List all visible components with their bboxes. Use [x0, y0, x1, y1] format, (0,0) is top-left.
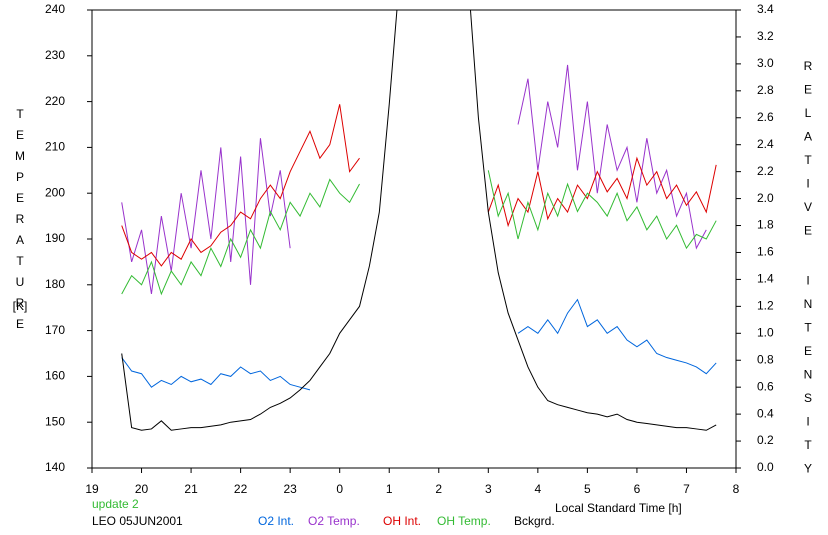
legend-entry: OH Int.: [383, 514, 421, 528]
y-tick-label: 140: [45, 460, 65, 474]
y-tick-label: 200: [45, 185, 65, 199]
y-tick-label: 220: [45, 94, 65, 108]
y2-tick-label: 3.0: [757, 56, 774, 70]
legend-entry: OH Temp.: [437, 514, 491, 528]
x-tick-label: 20: [135, 482, 149, 496]
x-tick-label: 7: [683, 482, 690, 496]
note: update 2: [92, 497, 139, 511]
x-tick-label: 6: [634, 482, 641, 496]
y2-tick-label: 0.8: [757, 352, 774, 366]
y2-tick-label: 0.2: [757, 433, 774, 447]
y-tick-label: 210: [45, 140, 65, 154]
x-tick-label: 22: [234, 482, 248, 496]
series-line: [121, 178, 360, 296]
y2-tick-label: 1.8: [757, 218, 774, 232]
y2-tick-label: 0.4: [757, 406, 774, 420]
plot-frame: [91, 9, 737, 469]
y2-tick-label: 2.6: [757, 110, 774, 124]
x-tick-label: 2: [435, 482, 442, 496]
y-tick-label: 170: [45, 323, 65, 337]
x-tick-label: 5: [584, 482, 591, 496]
y2-tick-label: 0.0: [757, 460, 774, 474]
legend-entry: O2 Int.: [258, 514, 294, 528]
x-tick-label: 8: [733, 482, 740, 496]
y2-tick-label: 2.2: [757, 164, 774, 178]
y-tick-label: 160: [45, 369, 65, 383]
y-tick-label: 150: [45, 414, 65, 428]
series-line: [121, 138, 291, 295]
y2-tick-label: 0.6: [757, 379, 774, 393]
series-line: [121, 104, 360, 267]
x-axis-label: Local Standard Time [h]: [555, 501, 682, 515]
y2-tick-label: 1.0: [757, 325, 774, 339]
y-tick-label: 190: [45, 231, 65, 245]
x-tick-label: 1: [386, 482, 393, 496]
y2-tick-label: 2.8: [757, 83, 774, 97]
series-line: [121, 10, 717, 431]
y2-tick-label: 1.6: [757, 245, 774, 259]
y2-tick-label: 1.2: [757, 299, 774, 313]
y-tick-label: 180: [45, 277, 65, 291]
x-tick-label: 21: [184, 482, 198, 496]
y-tick-label: 240: [45, 2, 65, 16]
legend-entry: Bckgrd.: [514, 514, 555, 528]
x-tick-label: 0: [336, 482, 343, 496]
series-line: [517, 64, 707, 250]
y-tick-label: 230: [45, 48, 65, 62]
y-axis-unit: [K]: [13, 299, 28, 313]
y2-tick-label: 2.4: [757, 137, 774, 151]
series-line: [487, 156, 717, 228]
series-line: [517, 298, 717, 375]
y2-tick-label: 3.2: [757, 29, 774, 43]
y2-tick-label: 1.4: [757, 272, 774, 286]
x-tick-label: 19: [85, 482, 99, 496]
y2-tick-label: 3.4: [757, 2, 774, 16]
legend-entry: O2 Temp.: [308, 514, 360, 528]
x-tick-label: 3: [485, 482, 492, 496]
series-line: [121, 357, 311, 391]
series-line: [487, 170, 717, 250]
x-tick-label: 23: [283, 482, 297, 496]
plot-area: [121, 10, 717, 431]
y2-tick-label: 2.0: [757, 191, 774, 205]
x-tick-label: 4: [535, 482, 542, 496]
station: LEO 05JUN2001: [92, 514, 183, 528]
